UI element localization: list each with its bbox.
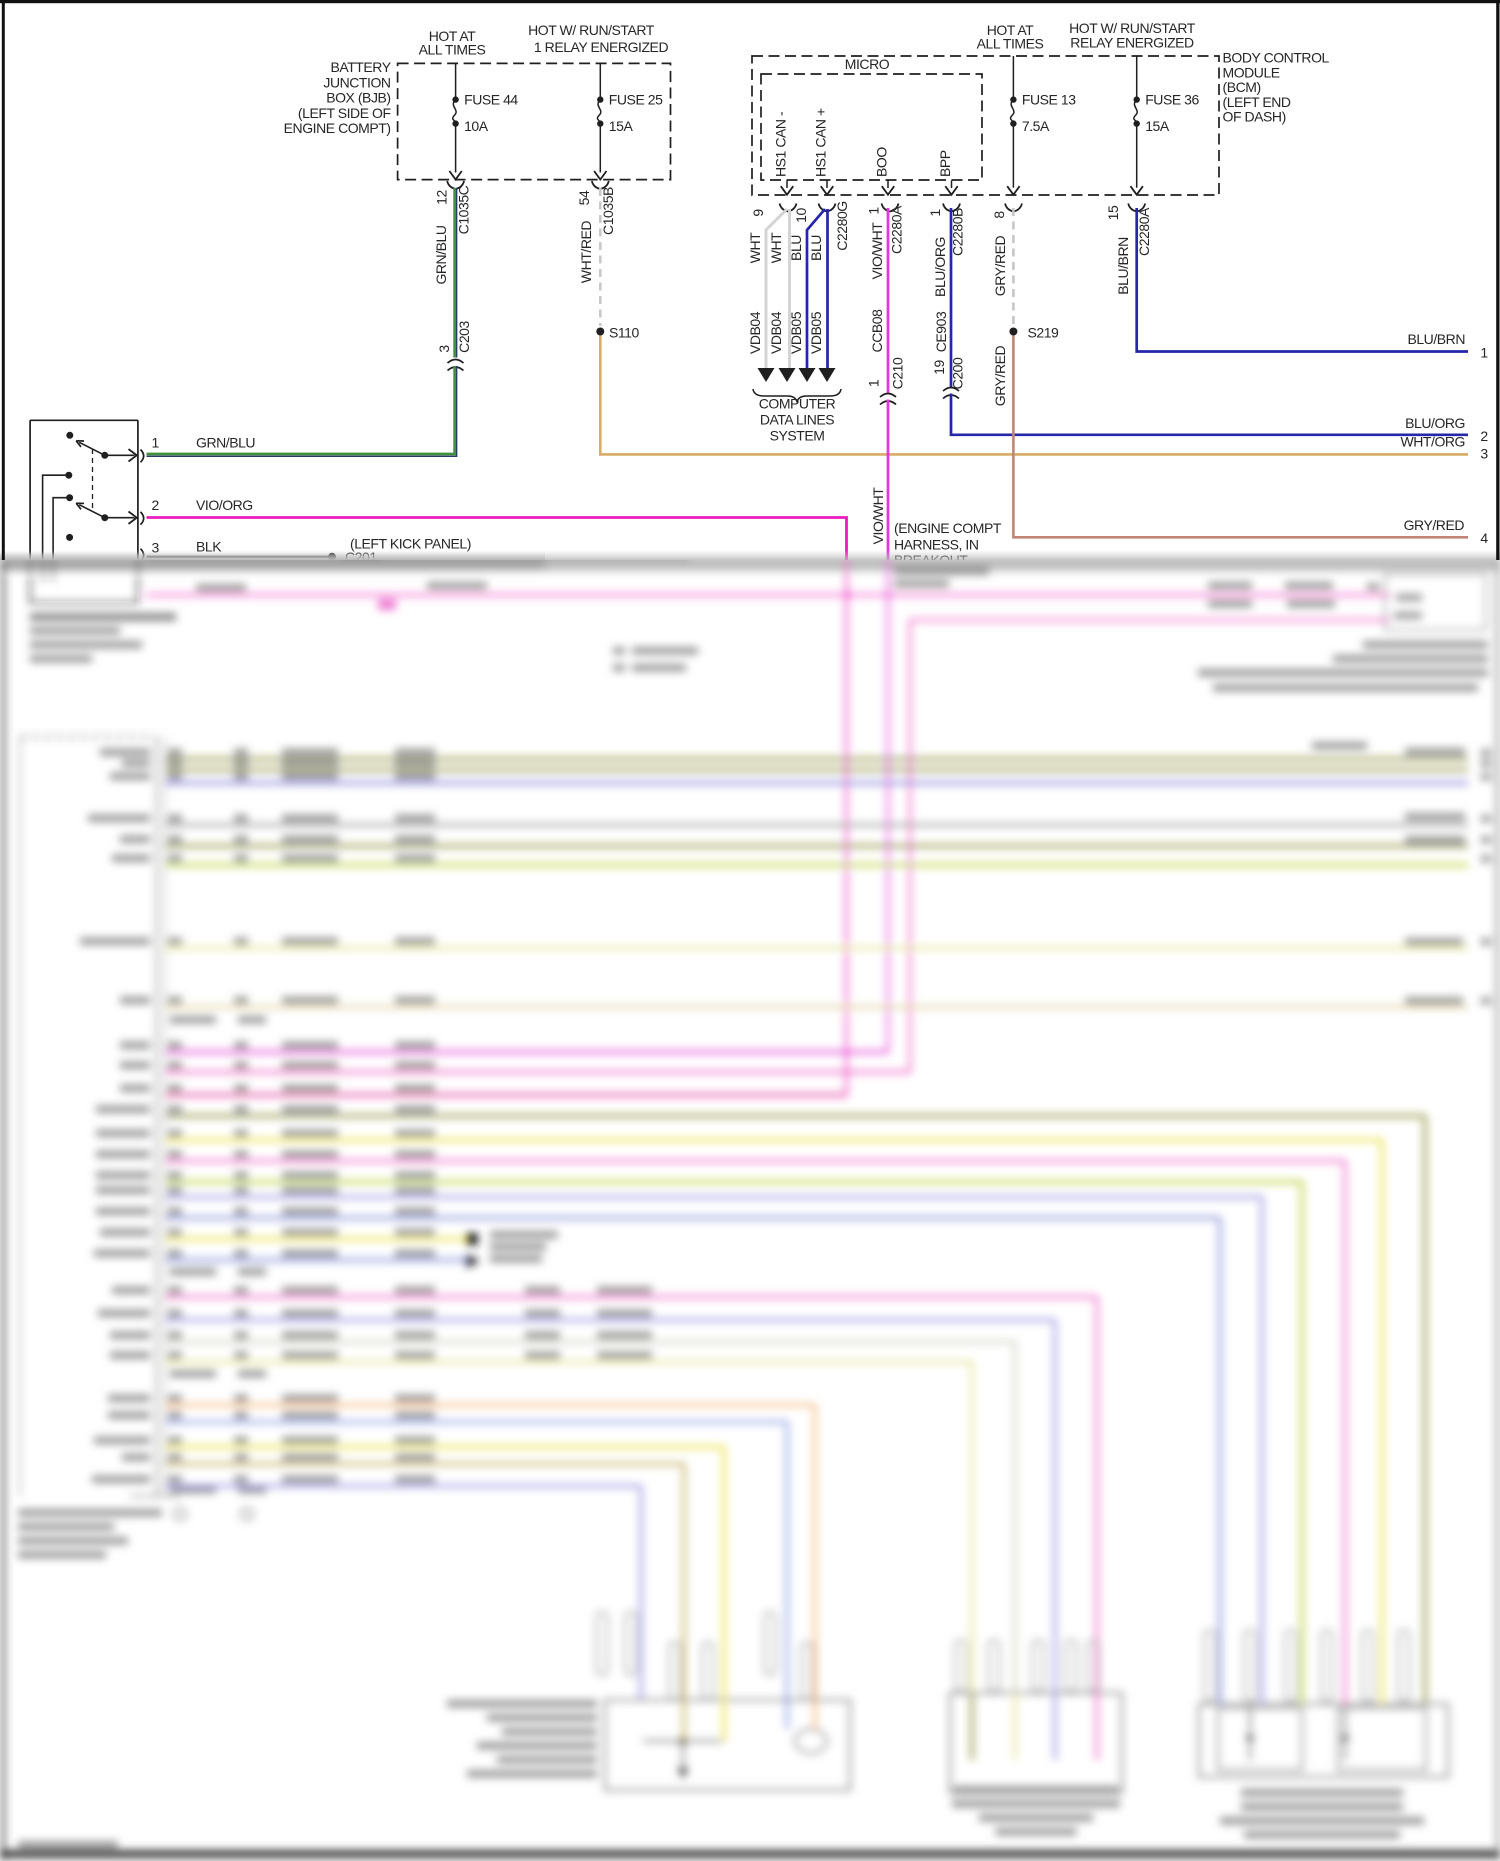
svg-text:FUSE 25: FUSE 25 — [609, 92, 663, 108]
svg-text:1: 1 — [1480, 345, 1488, 361]
svg-text:FUSE 13: FUSE 13 — [1022, 92, 1076, 108]
svg-text:BLU/ORG: BLU/ORG — [1405, 415, 1465, 431]
svg-text:S219: S219 — [1028, 325, 1060, 341]
svg-text:COMPUTER: COMPUTER — [759, 396, 836, 412]
svg-text:C2280A: C2280A — [1136, 207, 1152, 256]
svg-text:VDB05: VDB05 — [808, 311, 824, 354]
svg-text:WHT: WHT — [747, 232, 763, 263]
svg-text:BOO: BOO — [874, 147, 890, 177]
svg-text:1: 1 — [866, 379, 882, 387]
svg-text:C210: C210 — [890, 357, 906, 389]
svg-text:WHT/RED: WHT/RED — [578, 221, 594, 284]
svg-text:8: 8 — [991, 211, 1007, 219]
svg-text:1: 1 — [152, 435, 160, 451]
svg-text:FUSE 44: FUSE 44 — [464, 92, 518, 108]
svg-text:GRY/RED: GRY/RED — [1404, 517, 1465, 533]
svg-text:HOT W/ RUN/START: HOT W/ RUN/START — [528, 22, 655, 38]
svg-text:MICRO: MICRO — [845, 56, 890, 72]
svg-text:BODY CONTROL: BODY CONTROL — [1223, 50, 1330, 66]
svg-text:1: 1 — [866, 207, 882, 215]
svg-text:(LEFT KICK PANEL): (LEFT KICK PANEL) — [350, 536, 471, 552]
svg-text:10A: 10A — [464, 118, 489, 134]
svg-text:(LEFT SIDE OF: (LEFT SIDE OF — [298, 105, 391, 121]
svg-text:BLU: BLU — [788, 235, 804, 261]
svg-text:WHT/ORG: WHT/ORG — [1400, 434, 1465, 450]
svg-text:2: 2 — [152, 497, 160, 513]
svg-text:C2280B: C2280B — [950, 208, 966, 256]
svg-text:HS1 CAN +: HS1 CAN + — [813, 108, 829, 177]
svg-text:ENGINE COMPT): ENGINE COMPT) — [284, 120, 391, 136]
svg-text:RELAY ENERGIZED: RELAY ENERGIZED — [1070, 35, 1194, 51]
svg-text:S110: S110 — [609, 325, 640, 341]
svg-text:C2280G: C2280G — [834, 201, 850, 250]
svg-text:CE903: CE903 — [933, 311, 949, 352]
svg-text:GRY/RED: GRY/RED — [992, 345, 1008, 406]
svg-text:15A: 15A — [1145, 118, 1170, 134]
svg-text:15: 15 — [1105, 205, 1121, 220]
svg-text:GRN/BLU: GRN/BLU — [196, 435, 255, 451]
svg-text:HOT AT: HOT AT — [987, 22, 1034, 38]
svg-text:BLU/ORG: BLU/ORG — [932, 237, 948, 297]
svg-text:SYSTEM: SYSTEM — [770, 428, 825, 444]
svg-text:12: 12 — [434, 190, 450, 205]
svg-text:OF DASH): OF DASH) — [1223, 109, 1286, 125]
svg-text:C200: C200 — [950, 357, 966, 389]
svg-text:ALL TIMES: ALL TIMES — [419, 42, 486, 58]
svg-text:MODULE: MODULE — [1223, 64, 1280, 80]
svg-text:C2280A: C2280A — [889, 205, 905, 254]
svg-text:(LEFT END: (LEFT END — [1223, 94, 1291, 110]
svg-text:BPP: BPP — [937, 150, 953, 177]
svg-text:BLU/BRN: BLU/BRN — [1115, 237, 1131, 295]
svg-text:2: 2 — [1480, 428, 1488, 444]
svg-text:C1035C: C1035C — [456, 185, 472, 234]
svg-text:BLU/BRN: BLU/BRN — [1407, 331, 1465, 347]
svg-text:HS1 CAN -: HS1 CAN - — [773, 111, 789, 177]
svg-text:3: 3 — [152, 540, 160, 556]
svg-text:WHT: WHT — [768, 232, 784, 263]
svg-text:BOX (BJB): BOX (BJB) — [326, 90, 390, 106]
svg-text:HOT W/ RUN/START: HOT W/ RUN/START — [1069, 20, 1196, 36]
svg-text:7.5A: 7.5A — [1022, 118, 1050, 134]
svg-text:15A: 15A — [609, 118, 634, 134]
svg-text:19: 19 — [931, 360, 947, 375]
svg-text:GRN/BLU: GRN/BLU — [433, 225, 449, 284]
svg-text:JUNCTION: JUNCTION — [323, 74, 390, 90]
svg-text:1: 1 — [927, 209, 943, 217]
svg-text:VIO/WHT: VIO/WHT — [869, 222, 885, 280]
svg-text:CCB08: CCB08 — [869, 309, 885, 353]
svg-text:GRY/RED: GRY/RED — [992, 235, 1008, 296]
svg-text:9: 9 — [750, 209, 766, 217]
svg-text:HOT AT: HOT AT — [429, 28, 476, 44]
svg-text:1 RELAY ENERGIZED: 1 RELAY ENERGIZED — [534, 39, 669, 55]
svg-text:VDB04: VDB04 — [747, 311, 763, 354]
svg-text:4: 4 — [1480, 530, 1488, 546]
svg-text:BATTERY: BATTERY — [330, 59, 391, 75]
svg-text:C1035B: C1035B — [600, 187, 616, 235]
svg-text:DATA LINES: DATA LINES — [760, 412, 834, 428]
svg-text:HARNESS, IN: HARNESS, IN — [894, 537, 979, 553]
svg-text:ALL TIMES: ALL TIMES — [977, 36, 1044, 52]
svg-text:BLU: BLU — [808, 235, 824, 261]
svg-text:VDB05: VDB05 — [788, 311, 804, 354]
svg-text:(BCM): (BCM) — [1223, 79, 1261, 95]
svg-text:10: 10 — [793, 208, 809, 223]
svg-text:(ENGINE COMPT: (ENGINE COMPT — [894, 520, 1002, 536]
svg-text:54: 54 — [576, 190, 592, 205]
svg-text:FUSE 36: FUSE 36 — [1145, 92, 1199, 108]
svg-text:3: 3 — [1480, 446, 1488, 462]
svg-text:3: 3 — [436, 345, 452, 353]
svg-text:VIO/WHT: VIO/WHT — [870, 487, 886, 545]
svg-text:VDB04: VDB04 — [768, 311, 784, 354]
svg-text:VIO/ORG: VIO/ORG — [196, 497, 253, 513]
svg-text:C203: C203 — [456, 321, 472, 353]
